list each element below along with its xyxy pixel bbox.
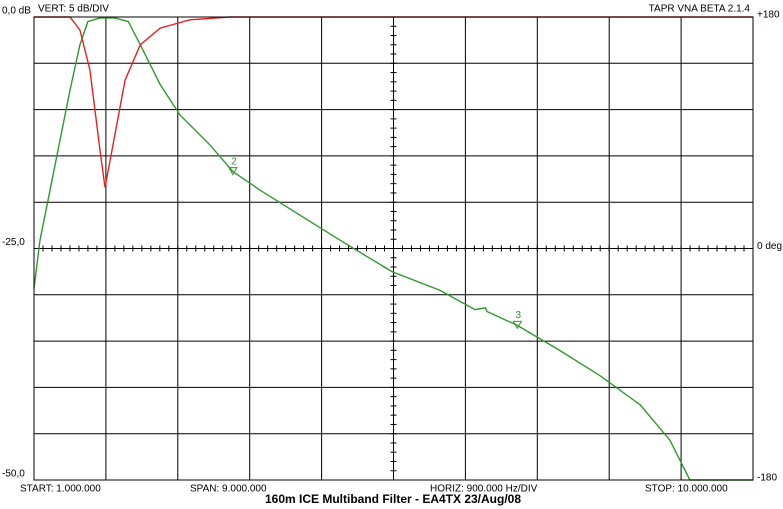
marker-label: 3	[516, 310, 522, 321]
trace	[33, 17, 753, 481]
chart-title: 160m ICE Multiband Filter - EA4TX 23/Aug…	[265, 492, 521, 506]
y2-tick-label: +180	[757, 10, 780, 21]
marker	[228, 167, 238, 176]
y2-tick-label: 0 deg	[757, 241, 782, 252]
trace	[34, 16, 753, 188]
footer-label: STOP: 10.000.000	[645, 484, 728, 495]
marker	[512, 320, 523, 330]
footer-label: HORIZ: 900.000 Hz/DIV	[430, 484, 538, 495]
y2-tick-label: -180	[757, 473, 777, 484]
header-right: TAPR VNA BETA 2.1.4	[649, 4, 751, 15]
y-tick-label: -50,0	[2, 469, 25, 480]
y-tick-label: -25,0	[2, 237, 25, 248]
marker-label: 2	[231, 156, 237, 167]
y-tick-label: 0,0 dB	[2, 6, 31, 17]
footer-label: SPAN: 9.000.000	[190, 484, 267, 495]
footer-label: START: 1.000.000	[20, 484, 101, 495]
header-left: VERT: 5 dB/DIV	[38, 4, 109, 15]
plot-frame	[33, 16, 754, 481]
